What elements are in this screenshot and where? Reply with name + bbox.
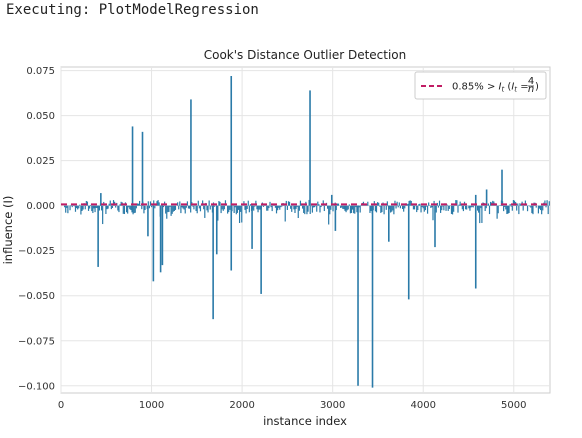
legend-frac-num: 4 — [528, 76, 534, 87]
y-tick-label: 0.050 — [26, 111, 55, 122]
y-tick-label: −0.050 — [18, 291, 55, 302]
y-tick-label: 0.000 — [26, 201, 55, 212]
y-tick-label: −0.100 — [18, 381, 55, 392]
plot-area — [60, 66, 551, 394]
y-tick-label: −0.075 — [18, 336, 55, 347]
cell-header: Executing: PlotModelRegression — [6, 2, 259, 18]
x-tick-label: 4000 — [410, 400, 435, 411]
legend-label: 0.85% > It (It = — [452, 82, 529, 94]
x-tick-label: 2000 — [229, 400, 254, 411]
legend-frac-den: n — [528, 84, 534, 95]
x-tick-label: 5000 — [501, 400, 526, 411]
grid — [60, 67, 550, 393]
legend-close: ) — [535, 82, 539, 93]
legend-box — [414, 71, 547, 100]
x-tick-label: 1000 — [139, 400, 164, 411]
y-tick-label: −0.025 — [18, 246, 55, 257]
x-tick-label: 0 — [58, 400, 64, 411]
chart-title: Cook's Distance Outlier Detection — [204, 48, 407, 62]
ticks: 0 1000 2000 3000 4000 5000 0.075 0.050 0.025 0.00… — [18, 66, 527, 411]
x-tick-label: 3000 — [320, 400, 345, 411]
x-axis-label: instance index — [263, 414, 347, 428]
y-axis-label: influence (I) — [1, 196, 15, 265]
legend: 0.85% > It (It = 4 n ) — [414, 71, 547, 100]
y-tick-label: 0.025 — [26, 156, 55, 167]
y-tick-label: 0.075 — [26, 66, 55, 77]
